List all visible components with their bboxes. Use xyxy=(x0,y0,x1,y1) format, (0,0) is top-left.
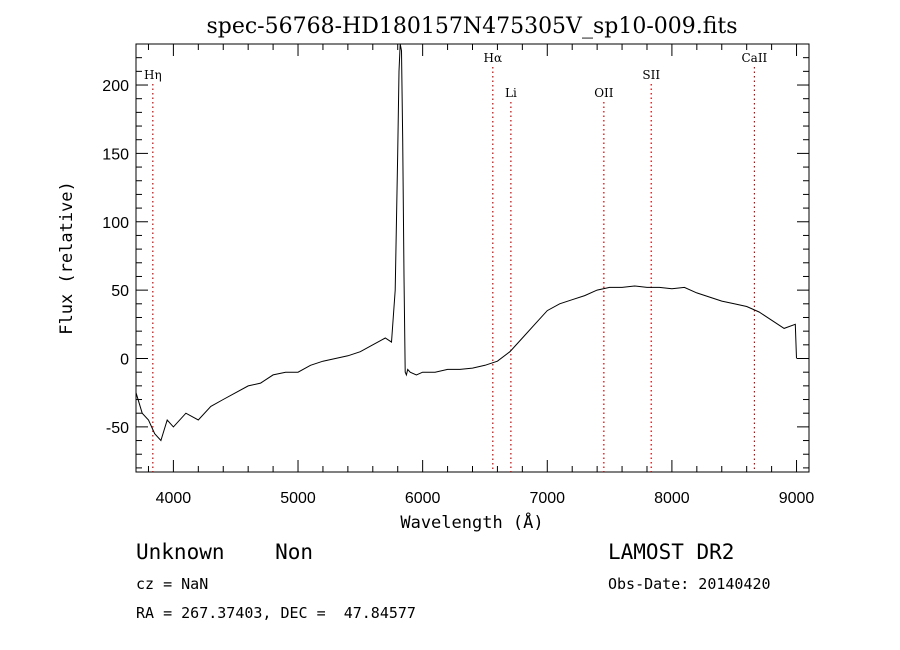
coordinates: RA = 267.37403, DEC = 47.84577 xyxy=(136,604,416,622)
spectrum-plot: spec-56768-HD180157N475305V_sp10-009.fit… xyxy=(57,14,815,533)
x-axis: 4000 5000 6000 7000 8000 9000 xyxy=(147,44,815,507)
y-tick-label: 200 xyxy=(102,78,129,95)
x-tick-label: 5000 xyxy=(280,490,316,507)
y-tick-label: 150 xyxy=(102,146,129,163)
x-tick-label: 4000 xyxy=(156,490,192,507)
spectral-line-markers: Hη Hα Li OII SII CaII xyxy=(144,51,768,472)
y-tick-label: -50 xyxy=(106,420,129,437)
line-marker-label: Hη xyxy=(144,68,162,82)
spectrum-line xyxy=(135,43,797,442)
line-marker-label: OII xyxy=(594,86,614,100)
x-tick-label: 8000 xyxy=(654,490,690,507)
x-tick-label: 9000 xyxy=(779,490,815,507)
chart-title: spec-56768-HD180157N475305V_sp10-009.fit… xyxy=(206,14,737,39)
spectrum-series xyxy=(135,43,797,442)
y-axis-label: Flux (relative) xyxy=(57,181,77,335)
line-marker-label: Hα xyxy=(484,51,503,65)
y-tick-label: 100 xyxy=(102,215,129,232)
survey-name: LAMOST DR2 xyxy=(608,540,735,564)
y-axis: -50 0 50 100 150 200 xyxy=(102,57,809,469)
x-tick-label: 6000 xyxy=(405,490,441,507)
x-axis-label: Wavelength (Å) xyxy=(400,511,543,533)
object-class: Unknown Non xyxy=(136,540,314,564)
y-tick-label: 50 xyxy=(111,283,129,300)
x-tick-label: 7000 xyxy=(529,490,565,507)
y-tick-label: 0 xyxy=(120,352,129,369)
line-marker-label: SII xyxy=(642,68,660,82)
line-marker-label: CaII xyxy=(741,51,767,65)
line-marker-label: Li xyxy=(505,86,517,100)
redshift: cz = NaN xyxy=(136,575,209,593)
observation-date: Obs-Date: 20140420 xyxy=(608,575,771,593)
plot-frame xyxy=(135,43,810,473)
